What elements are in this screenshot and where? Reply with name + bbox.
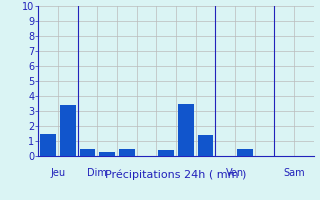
Bar [60,105,76,156]
Text: Ven: Ven [226,168,244,179]
Bar [40,134,56,156]
Text: Sam: Sam [283,168,305,179]
Bar [178,104,194,156]
Bar [99,152,115,156]
Bar [237,148,253,156]
Bar [158,150,174,156]
X-axis label: Précipitations 24h ( mm ): Précipitations 24h ( mm ) [105,170,247,180]
Bar [119,149,135,156]
Text: Jeu: Jeu [51,168,66,179]
Bar [80,148,95,156]
Text: Dim: Dim [87,168,107,179]
Bar [198,135,213,156]
